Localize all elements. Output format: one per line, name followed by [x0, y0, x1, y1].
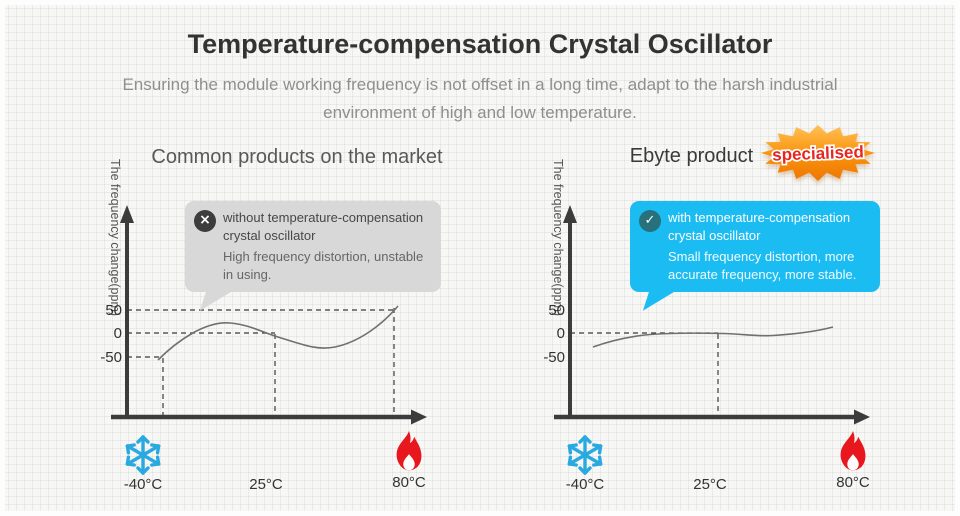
flame-icon	[840, 431, 866, 471]
right-frequency-curve	[592, 326, 834, 348]
left-xtick-25: 25°C	[249, 476, 283, 493]
check-circle-icon: ✓	[639, 210, 661, 232]
flame-icon	[396, 431, 422, 471]
right-y-axis-arrow-icon	[563, 205, 577, 223]
left-ytick-0: 0	[114, 325, 122, 342]
right-y-axis-label: The frequency change(ppm)	[551, 159, 565, 316]
specialised-badge: specialised	[761, 125, 875, 181]
snowflake-icon	[567, 435, 603, 475]
left-dashed-guides	[127, 308, 395, 415]
left-callout-title: without temperature-compensation crystal…	[223, 210, 424, 243]
left-y-axis-arrow-icon	[120, 205, 134, 223]
x-circle-icon: ×	[194, 210, 216, 232]
right-callout-title: with temperature-compensation crystal os…	[668, 210, 851, 243]
right-callout: ✓ with temperature-compensation crystal …	[630, 201, 880, 311]
page-title: Temperature-compensation Crystal Oscilla…	[187, 29, 773, 59]
left-chart: The frequency change(ppm) 50 0 -50	[100, 159, 427, 425]
snowflake-icon	[125, 435, 161, 475]
right-callout-desc: Small frequency distortion, more accurat…	[668, 248, 857, 282]
starburst-shape	[761, 125, 875, 181]
left-callout: × without temperature-compensation cryst…	[185, 201, 441, 311]
badge-label: specialised	[772, 142, 864, 164]
left-callout-tail	[197, 290, 233, 311]
left-y-axis-label: The frequency change(ppm)	[108, 159, 122, 316]
right-dashed-guides	[570, 332, 719, 415]
right-ytick-neg50: -50	[543, 349, 565, 366]
right-xtick-25: 25°C	[693, 476, 727, 493]
right-ytick-0: 0	[557, 325, 565, 342]
right-ytick-50: 50	[548, 302, 565, 319]
left-chart-title: Common products on the market	[151, 146, 443, 168]
right-xtick-neg40: -40°C	[565, 476, 605, 493]
left-ytick-50: 50	[105, 302, 122, 319]
right-chart: The frequency change(ppm) 50 0 -50	[543, 159, 870, 425]
left-ytick-neg50: -50	[100, 349, 122, 366]
left-xtick-80: 80°C	[392, 474, 426, 491]
right-x-axis-arrow-icon	[854, 409, 870, 425]
left-callout-desc: High frequency distortion, unstable in u…	[223, 248, 424, 282]
left-xtick-neg40: -40°C	[123, 476, 163, 493]
right-xtick-80: 80°C	[836, 474, 870, 491]
left-frequency-curve	[157, 305, 399, 361]
right-callout-tail	[640, 290, 676, 311]
right-chart-title: Ebyte product	[629, 145, 754, 167]
page-subtitle-line1: Ensuring the module working frequency is…	[122, 75, 838, 94]
page-subtitle-line2: environment of high and low temperature.	[323, 103, 637, 122]
left-x-axis-arrow-icon	[411, 409, 427, 425]
